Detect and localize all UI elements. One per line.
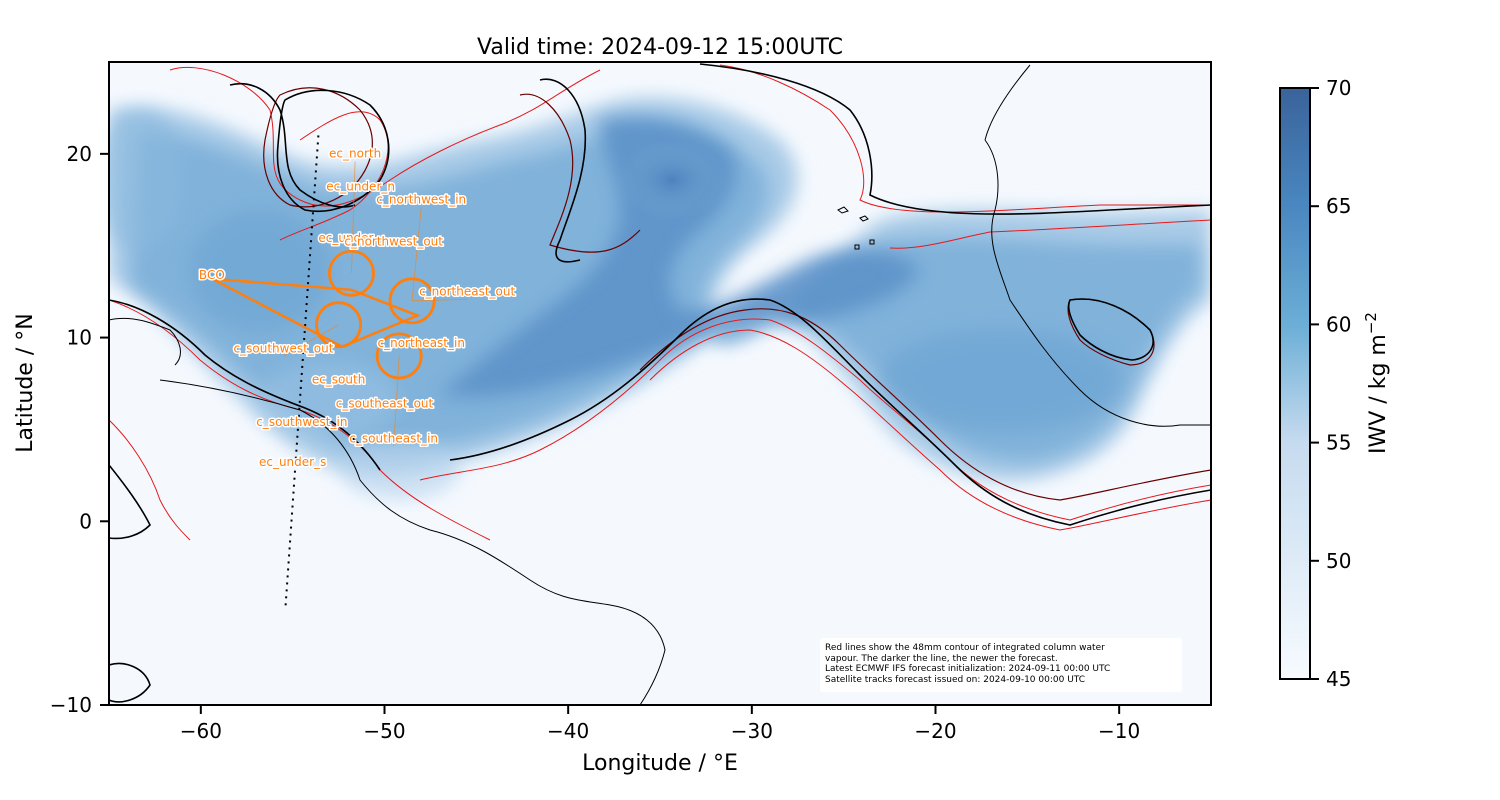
circle-southeast	[375, 332, 423, 380]
x-tick-label: −10	[1098, 719, 1140, 743]
forecast-note: Red lines show the 48mm contour of integ…	[820, 638, 1182, 692]
y-axis-label: Latitude / °N	[13, 313, 38, 452]
circle-southwest	[315, 301, 363, 349]
colorbar: 45 50 55 60 65 70 IWV / kg m−2	[1279, 76, 1391, 691]
map-area: BCO ec_north ec_under_n ec_under ec_under_s c…	[109, 62, 1211, 705]
circle-north	[327, 249, 375, 297]
note-line: Latest ECMWF IFS forecast initialization…	[825, 664, 1111, 674]
colorbar-frame	[1279, 87, 1311, 680]
map-title: Valid time: 2024-09-12 15:00UTC	[477, 35, 843, 60]
colorbar-label-superscript: −2	[1362, 312, 1380, 334]
flight-track-lines	[211, 277, 421, 349]
y-tick-label: 10	[67, 326, 92, 350]
colorbar-ticks: 45 50 55 60 65 70	[1310, 76, 1351, 691]
colorbar-label: IWV / kg m−2	[1362, 312, 1391, 454]
iwv-contours-new	[109, 63, 1211, 703]
x-tick-label: −30	[731, 719, 773, 743]
map-frame	[108, 61, 1212, 706]
waypoint-label-c-northeast-out: c_northeast_out	[419, 284, 515, 298]
coastlines	[109, 64, 1211, 705]
colorbar-tick-label: 50	[1326, 549, 1351, 573]
waypoint-label-ec-south: ec_south	[312, 373, 366, 387]
waypoint-label-BCO: BCO	[199, 268, 225, 282]
leader-line	[283, 324, 339, 357]
waypoint-labels: BCO ec_north ec_under_n ec_under ec_under_s c…	[197, 145, 517, 471]
circle-northeast	[388, 277, 436, 325]
leader-line	[411, 207, 422, 301]
waypoint-label-ec-under-n: ec_under_n	[326, 180, 395, 194]
waypoint-label-c-northwest-out: c_northwest_out	[344, 235, 443, 249]
flight-circles	[315, 249, 436, 380]
waypoint-label-ec-under-s: ec_under_s	[259, 455, 326, 469]
x-axis: −60 −50 −40 −30 −20 −10	[180, 705, 1140, 743]
waypoint-label-c-northwest-in: c_northwest_in	[376, 192, 466, 206]
leader-line	[393, 355, 400, 447]
waypoint-label-c-southwest-out: c_southwest_out	[234, 341, 334, 355]
x-tick-label: −40	[547, 719, 589, 743]
colorbar-gradient	[1280, 88, 1310, 679]
y-axis: 20 10 0 −10	[50, 142, 109, 717]
x-axis-label: Longitude / °E	[582, 751, 738, 776]
y-tick-label: −10	[50, 693, 92, 717]
waypoint-label-c-southwest-in: c_southwest_in	[256, 415, 347, 429]
colorbar-tick-label: 60	[1326, 312, 1351, 336]
colorbar-tick-label: 45	[1326, 667, 1351, 691]
leader-line	[412, 298, 468, 302]
waypoint-label-c-southeast-in: c_southeast_in	[349, 431, 438, 445]
flight-plan: BCO ec_north ec_under_n ec_under ec_under_s c…	[197, 135, 517, 610]
y-tick-label: 20	[67, 142, 92, 166]
waypoint-label-c-southeast-out: c_southeast_out	[336, 396, 434, 410]
colorbar-tick-label: 65	[1326, 194, 1351, 218]
leader-line	[351, 161, 356, 274]
leader-lines	[283, 161, 468, 447]
x-tick-label: −20	[914, 719, 956, 743]
note-line: Satellite tracks forecast issued on: 202…	[825, 674, 1086, 685]
note-line: Red lines show the 48mm contour of integ…	[825, 643, 1105, 653]
waypoint-label-ec-under: ec_under	[318, 231, 373, 245]
colorbar-tick-label: 55	[1326, 431, 1351, 455]
x-tick-label: −50	[363, 719, 405, 743]
x-tick-label: −60	[180, 719, 222, 743]
colorbar-tick-label: 70	[1326, 76, 1351, 100]
waypoint-label-ec-north: ec_north	[329, 147, 381, 161]
y-tick-label: 0	[79, 509, 92, 533]
waypoint-label-c-northeast-in: c_northeast_in	[378, 336, 465, 350]
note-line: vapour. The darker the line, the newer t…	[825, 653, 1058, 664]
